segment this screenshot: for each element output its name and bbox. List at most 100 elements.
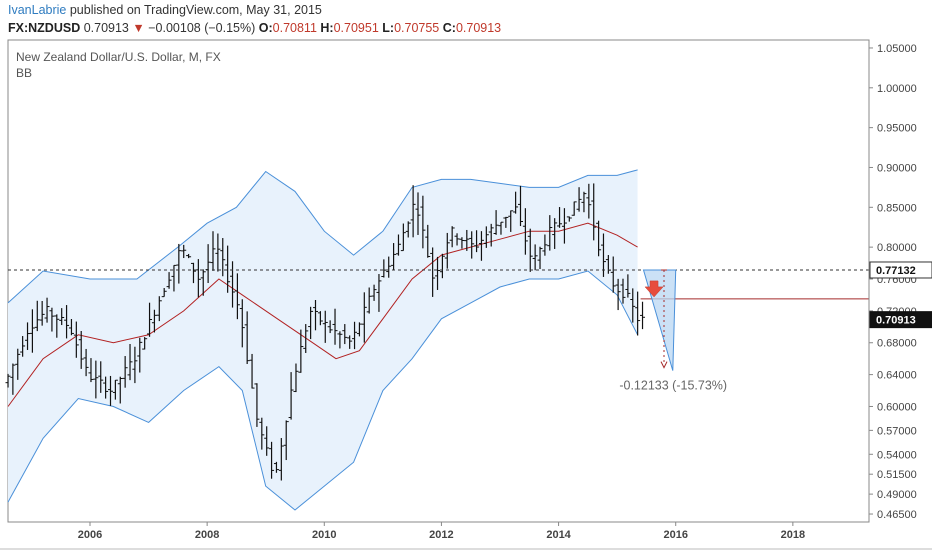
price-bar	[54, 314, 60, 338]
low-label: L:	[382, 21, 395, 35]
price-bar	[49, 307, 55, 332]
price-bar	[483, 226, 489, 248]
price-bar	[83, 348, 89, 377]
price-bar	[269, 441, 275, 479]
price-bar	[288, 372, 294, 420]
price-bar	[44, 297, 50, 323]
ohlc-line: FX:NZDUSD 0.70913 ▼ −0.00108 (−0.15%) O:…	[8, 21, 501, 35]
price-bar	[493, 210, 499, 235]
price-bar	[478, 231, 484, 261]
price-bar	[542, 234, 548, 256]
y-tick-label: 0.80000	[877, 242, 917, 254]
last-price: 0.70913	[83, 21, 129, 35]
price-bar	[576, 187, 582, 212]
price-bar	[591, 183, 597, 241]
price-bar	[34, 300, 40, 332]
upper-band-line	[7, 169, 638, 304]
symbol-label: FX:NZDUSD	[8, 21, 81, 35]
price-bar	[93, 360, 99, 399]
price-bar	[122, 356, 128, 388]
price-bar	[356, 322, 362, 337]
price-bar	[459, 237, 465, 249]
price-bar	[59, 308, 65, 326]
price-bar	[68, 318, 74, 336]
measure-label: -0.12133 (-15.73%)	[619, 379, 727, 393]
lower-band-line	[7, 270, 639, 511]
price-bar	[327, 320, 333, 334]
price-bar	[313, 300, 318, 331]
price-bar	[78, 330, 84, 369]
projection-triangle[interactable]	[642, 269, 677, 371]
price-bar	[234, 273, 240, 320]
price-bar	[239, 299, 245, 348]
price-bar	[10, 363, 16, 395]
high-value: 0.70951	[333, 21, 379, 35]
price-bar	[537, 246, 543, 270]
price-bar	[308, 306, 314, 340]
price-bar	[444, 232, 450, 269]
price-bar	[293, 363, 299, 393]
price-bar	[386, 256, 392, 278]
price-bar	[430, 247, 436, 297]
x-tick-label: 2016	[663, 529, 687, 541]
chart-title: New Zealand Dollar/U.S. Dollar, M, FX	[16, 50, 221, 64]
price-bar	[142, 337, 148, 350]
time-axis[interactable]: 2006 2008 2010 2012 2014 2016 2018	[0, 522, 932, 550]
price-bar	[464, 229, 470, 251]
price-bar	[278, 438, 284, 481]
x-tick-label: 2014	[546, 529, 571, 541]
price-bar	[29, 309, 35, 353]
price-bar	[112, 379, 118, 400]
down-arrow-icon[interactable]	[644, 280, 664, 298]
close-value: 0.70913	[455, 21, 502, 35]
price-bar	[640, 301, 646, 330]
price-bar	[449, 226, 455, 248]
price-bar	[249, 353, 255, 389]
down-triangle-icon: ▼	[132, 21, 145, 35]
y-tick-label: 0.68000	[877, 338, 917, 350]
chart-header: IvanLabrie published on TradingView.com,…	[0, 0, 932, 40]
price-bar	[215, 233, 221, 272]
price-bar	[88, 358, 94, 383]
price-axis[interactable]: 1.05000 1.00000 0.95000 0.90000 0.85000 0.800…	[868, 40, 932, 522]
price-bar	[615, 278, 621, 311]
price-bar	[39, 300, 45, 326]
high-label: H:	[320, 21, 334, 35]
price-bar	[620, 278, 626, 304]
price-bar	[171, 264, 177, 292]
price-bar	[400, 223, 406, 252]
publish-line: IvanLabrie published on TradingView.com,…	[8, 3, 322, 17]
price-bar	[181, 244, 187, 259]
price-bar	[225, 245, 231, 293]
price-bar	[64, 305, 70, 339]
price-bar	[210, 231, 216, 271]
y-tick-label: 1.05000	[877, 43, 917, 55]
middle-band-line	[7, 222, 638, 407]
price-bar	[503, 216, 509, 228]
price-bar	[147, 302, 153, 337]
price-bar	[190, 262, 196, 284]
author-link[interactable]: IvanLabrie	[8, 3, 67, 17]
price-bar	[322, 310, 328, 343]
price-bar	[376, 274, 382, 312]
x-tick-label: 2008	[195, 529, 219, 541]
y-tick-label: 1.00000	[877, 83, 917, 95]
price-bar	[395, 234, 401, 256]
price-bar	[454, 233, 460, 246]
price-change: −0.00108 (−0.15%)	[148, 21, 256, 35]
price-bar	[161, 288, 167, 298]
price-bar	[527, 228, 533, 272]
price-bar	[508, 210, 514, 232]
x-tick-label: 2018	[781, 529, 805, 541]
price-bar	[15, 348, 21, 380]
svg-text:0.70913: 0.70913	[876, 315, 916, 327]
price-bar	[381, 259, 387, 278]
price-bar	[522, 208, 528, 255]
price-bar	[635, 291, 641, 336]
close-label: C:	[442, 21, 456, 35]
y-tick-label: 0.57000	[877, 425, 917, 437]
price-bar	[474, 230, 480, 253]
y-tick-label: 0.85000	[877, 202, 917, 214]
price-bar	[581, 191, 587, 213]
